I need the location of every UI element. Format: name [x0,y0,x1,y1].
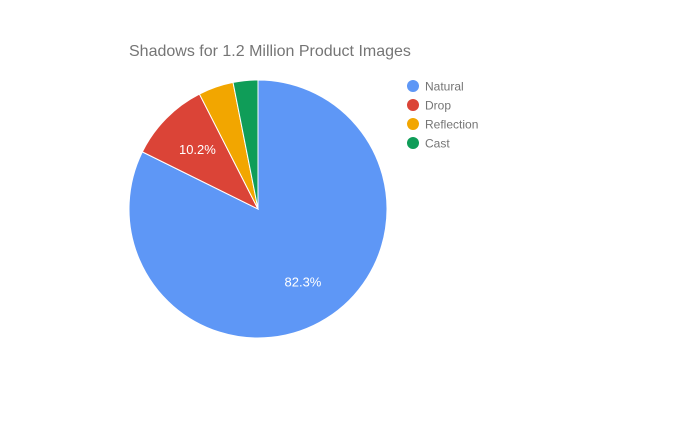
legend-label-cast[interactable]: Cast [425,137,450,151]
slice-label-drop: 10.2% [179,142,216,157]
slice-drop[interactable] [141,93,260,211]
slice-labels: 82.3% 10.2% [179,142,322,289]
slices [128,79,388,339]
legend-marker-drop [407,99,419,111]
legend-marker-reflection [407,118,419,130]
legend-label-natural[interactable]: Natural [425,80,464,94]
legend: Natural Drop Reflection Cast [407,80,478,151]
slice-cast[interactable] [232,79,259,210]
legend-marker-cast [407,137,419,149]
chart-title: Shadows for 1.2 Million Product Images [129,43,411,60]
legend-marker-natural [407,80,419,92]
slice-label-natural: 82.3% [285,274,322,289]
legend-label-drop[interactable]: Drop [425,99,451,113]
legend-label-reflection[interactable]: Reflection [425,118,478,132]
